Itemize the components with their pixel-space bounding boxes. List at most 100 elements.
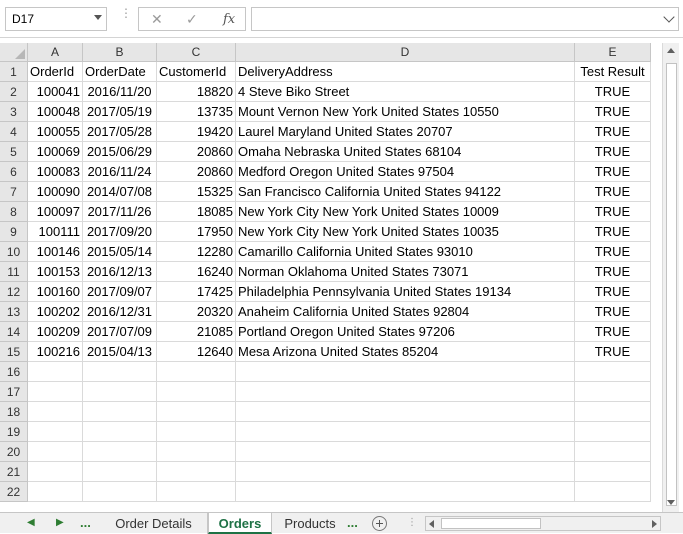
cell-e12[interactable]: TRUE <box>575 282 651 302</box>
tab-splitter-icon[interactable]: ⋮ <box>407 517 417 528</box>
cell-e19[interactable] <box>575 422 651 442</box>
tab-orders[interactable]: Orders <box>208 513 272 534</box>
row-header-1[interactable]: 1 <box>0 62 28 82</box>
row-header-4[interactable]: 4 <box>0 122 28 142</box>
cell-b2[interactable]: 2016/11/20 <box>83 82 157 102</box>
expand-formula-bar-icon[interactable] <box>663 11 675 23</box>
row-header-21[interactable]: 21 <box>0 462 28 482</box>
cell-d9[interactable]: New York City New York United States 100… <box>236 222 575 242</box>
cell-a18[interactable] <box>28 402 83 422</box>
cell-b5[interactable]: 2015/06/29 <box>83 142 157 162</box>
cell-a1[interactable]: OrderId <box>28 62 83 82</box>
row-header-12[interactable]: 12 <box>0 282 28 302</box>
cell-e13[interactable]: TRUE <box>575 302 651 322</box>
cell-b21[interactable] <box>83 462 157 482</box>
row-header-3[interactable]: 3 <box>0 102 28 122</box>
column-header-b[interactable]: B <box>83 43 157 62</box>
cell-d6[interactable]: Medford Oregon United States 97504 <box>236 162 575 182</box>
cell-e8[interactable]: TRUE <box>575 202 651 222</box>
name-box[interactable]: D17 <box>5 7 107 31</box>
column-header-e[interactable]: E <box>575 43 651 62</box>
cell-b9[interactable]: 2017/09/20 <box>83 222 157 242</box>
cell-c20[interactable] <box>157 442 236 462</box>
cell-c5[interactable]: 20860 <box>157 142 236 162</box>
column-header-c[interactable]: C <box>157 43 236 62</box>
cell-d18[interactable] <box>236 402 575 422</box>
cell-a15[interactable]: 100216 <box>28 342 83 362</box>
row-header-9[interactable]: 9 <box>0 222 28 242</box>
cell-e1[interactable]: Test Result <box>575 62 651 82</box>
horizontal-scroll-thumb[interactable] <box>441 518 541 529</box>
cell-e11[interactable]: TRUE <box>575 262 651 282</box>
select-all-corner[interactable] <box>0 43 28 62</box>
cell-b7[interactable]: 2014/07/08 <box>83 182 157 202</box>
cell-e7[interactable]: TRUE <box>575 182 651 202</box>
cell-c14[interactable]: 21085 <box>157 322 236 342</box>
cell-a3[interactable]: 100048 <box>28 102 83 122</box>
cell-d2[interactable]: 4 Steve Biko Street <box>236 82 575 102</box>
row-header-17[interactable]: 17 <box>0 382 28 402</box>
next-sheet-icon[interactable]: ▶ <box>56 517 64 528</box>
cell-a12[interactable]: 100160 <box>28 282 83 302</box>
row-header-14[interactable]: 14 <box>0 322 28 342</box>
cell-b17[interactable] <box>83 382 157 402</box>
more-sheets-left[interactable]: ... <box>80 515 91 530</box>
cell-c19[interactable] <box>157 422 236 442</box>
vertical-scrollbar[interactable] <box>662 43 679 512</box>
cell-d10[interactable]: Camarillo California United States 93010 <box>236 242 575 262</box>
row-header-13[interactable]: 13 <box>0 302 28 322</box>
insert-function-icon[interactable]: fx <box>223 12 236 27</box>
cell-e22[interactable] <box>575 482 651 502</box>
scroll-up-icon[interactable] <box>667 48 675 53</box>
row-header-20[interactable]: 20 <box>0 442 28 462</box>
cell-a19[interactable] <box>28 422 83 442</box>
cell-b18[interactable] <box>83 402 157 422</box>
cell-c8[interactable]: 18085 <box>157 202 236 222</box>
cell-c11[interactable]: 16240 <box>157 262 236 282</box>
cell-b11[interactable]: 2016/12/13 <box>83 262 157 282</box>
cell-e6[interactable]: TRUE <box>575 162 651 182</box>
cell-d13[interactable]: Anaheim California United States 92804 <box>236 302 575 322</box>
spreadsheet-grid[interactable]: A B C D E 1 OrderId OrderDate CustomerId Delivery… <box>0 43 662 512</box>
cell-a9[interactable]: 100111 <box>28 222 83 242</box>
cell-b13[interactable]: 2016/12/31 <box>83 302 157 322</box>
cell-b15[interactable]: 2015/04/13 <box>83 342 157 362</box>
cell-a4[interactable]: 100055 <box>28 122 83 142</box>
cell-a17[interactable] <box>28 382 83 402</box>
row-header-2[interactable]: 2 <box>0 82 28 102</box>
vertical-scroll-thumb[interactable] <box>666 63 677 506</box>
cell-a13[interactable]: 100202 <box>28 302 83 322</box>
cancel-icon[interactable]: ✕ <box>151 11 163 27</box>
cell-e20[interactable] <box>575 442 651 462</box>
cell-d12[interactable]: Philadelphia Pennsylvania United States … <box>236 282 575 302</box>
cell-a10[interactable]: 100146 <box>28 242 83 262</box>
row-header-7[interactable]: 7 <box>0 182 28 202</box>
cell-e2[interactable]: TRUE <box>575 82 651 102</box>
cell-c9[interactable]: 17950 <box>157 222 236 242</box>
cell-e9[interactable]: TRUE <box>575 222 651 242</box>
cell-d21[interactable] <box>236 462 575 482</box>
scroll-left-icon[interactable] <box>429 520 434 528</box>
cell-d19[interactable] <box>236 422 575 442</box>
cell-e15[interactable]: TRUE <box>575 342 651 362</box>
cell-a2[interactable]: 100041 <box>28 82 83 102</box>
cell-d1[interactable]: DeliveryAddress <box>236 62 575 82</box>
cell-c6[interactable]: 20860 <box>157 162 236 182</box>
cell-b10[interactable]: 2015/05/14 <box>83 242 157 262</box>
cell-c2[interactable]: 18820 <box>157 82 236 102</box>
cell-e4[interactable]: TRUE <box>575 122 651 142</box>
cell-d22[interactable] <box>236 482 575 502</box>
cell-b1[interactable]: OrderDate <box>83 62 157 82</box>
tab-order-details[interactable]: Order Details <box>100 513 208 534</box>
cell-b12[interactable]: 2017/09/07 <box>83 282 157 302</box>
cell-a11[interactable]: 100153 <box>28 262 83 282</box>
cell-e14[interactable]: TRUE <box>575 322 651 342</box>
cell-c16[interactable] <box>157 362 236 382</box>
cell-a20[interactable] <box>28 442 83 462</box>
cell-c7[interactable]: 15325 <box>157 182 236 202</box>
horizontal-scrollbar[interactable] <box>425 516 661 531</box>
scroll-down-icon[interactable] <box>667 500 675 505</box>
row-header-5[interactable]: 5 <box>0 142 28 162</box>
cell-b4[interactable]: 2017/05/28 <box>83 122 157 142</box>
formula-input[interactable] <box>251 7 679 31</box>
